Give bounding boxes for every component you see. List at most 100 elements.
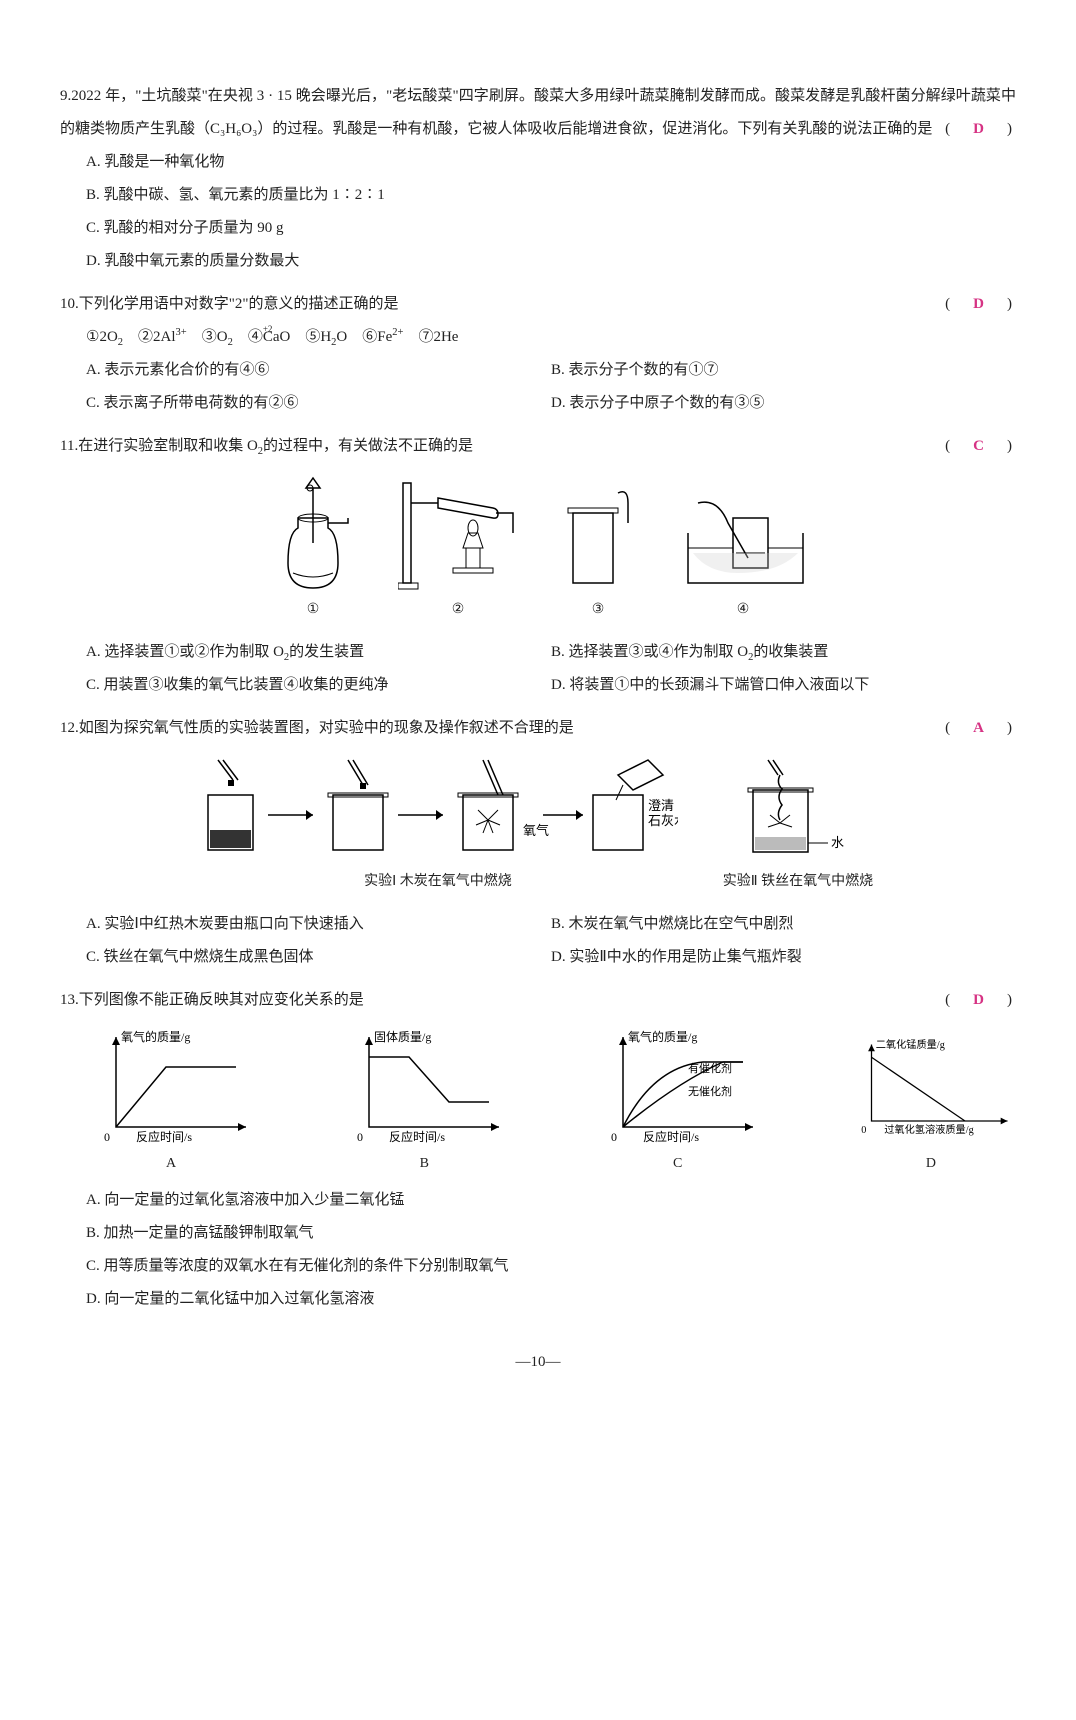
apparatus-heating-tube-icon: [398, 473, 518, 593]
experiment-2-diagram-icon: 水: [718, 755, 878, 865]
chart-a-letter: A: [86, 1149, 256, 1180]
q11-stem: 11.在进行实验室制取和收集 O2的过程中，有关做法不正确的是 C: [60, 430, 1016, 463]
svg-text:过氧化氢溶液质量/g: 过氧化氢溶液质量/g: [884, 1123, 973, 1136]
q13-charts: 氧气的质量/g 0 反应时间/s A 固体质量/g 0 反应时间/s B: [86, 1027, 1016, 1180]
question-9: 9.2022 年，"土坑酸菜"在央视 3 · 15 晚会曝光后，"老坛酸菜"四字…: [60, 80, 1016, 278]
svg-text:固体质量/g: 固体质量/g: [374, 1030, 431, 1044]
q13-text: 下列图像不能正确反映其对应变化关系的是: [79, 992, 364, 1008]
q12-answer: A: [945, 712, 1016, 745]
q10-text: 下列化学用语中对数字"2"的意义的描述正确的是: [79, 296, 399, 312]
apparatus-water-trough-icon: [678, 473, 808, 593]
chart-b-letter: B: [339, 1149, 509, 1180]
chart-c-letter: C: [593, 1149, 763, 1180]
chart-a: 氧气的质量/g 0 反应时间/s A: [86, 1027, 256, 1180]
svg-text:反应时间/s: 反应时间/s: [389, 1129, 445, 1144]
chart-c: 有催化剂 无催化剂 氧气的质量/g 0 反应时间/s C: [593, 1027, 763, 1180]
q11-fig-3: ③: [558, 473, 638, 626]
svg-text:氧气的质量/g: 氧气的质量/g: [628, 1029, 697, 1044]
apparatus-gas-jar-icon: [558, 473, 638, 593]
experiment-1-diagram-icon: 氧气 澄清 石灰水: [198, 755, 678, 865]
q9-opt-d: D. 乳酸中氧元素的质量分数最大: [86, 245, 1016, 278]
svg-text:0: 0: [861, 1125, 866, 1136]
chart-b: 固体质量/g 0 反应时间/s B: [339, 1027, 509, 1180]
q10-opt-c: C. 表示离子所带电荷数的有②⑥: [86, 387, 551, 420]
q10-answer: D: [945, 288, 1016, 321]
q12-stem: 12.如图为探究氧气性质的实验装置图，对实验中的现象及操作叙述不合理的是 A: [60, 712, 1016, 745]
water-label: 水: [831, 835, 844, 850]
q9-opt-b: B. 乳酸中碳、氢、氧元素的质量比为 1∶2∶1: [86, 179, 1016, 212]
chart-a-svg: 氧气的质量/g 0 反应时间/s: [86, 1027, 256, 1147]
q11-opt-d: D. 将装置①中的长颈漏斗下端管口伸入液面以下: [551, 669, 1016, 702]
q9-stem: 9.2022 年，"土坑酸菜"在央视 3 · 15 晚会曝光后，"老坛酸菜"四字…: [60, 80, 1016, 146]
q12-opt-c: C. 铁丝在氧气中燃烧生成黑色固体: [86, 941, 551, 974]
q12-text: 如图为探究氧气性质的实验装置图，对实验中的现象及操作叙述不合理的是: [79, 720, 574, 736]
q11-answer: C: [945, 430, 1016, 463]
q13-opt-b: B. 加热一定量的高锰酸钾制取氧气: [86, 1217, 1016, 1250]
q10-items: ①2O2 ②2Al3+ ③O2 ④+2CaO ⑤H2O ⑥Fe2+ ⑦2He: [60, 321, 1016, 354]
q9-opt-a: A. 乳酸是一种氧化物: [86, 146, 1016, 179]
q13-answer: D: [945, 984, 1016, 1017]
chart-d-svg: 二氧化锰质量/g 0 过氧化氢溶液质量/g: [846, 1027, 1016, 1147]
svg-text:0: 0: [357, 1130, 363, 1144]
q11-fig-2: ②: [398, 473, 518, 626]
q12-figures: 氧气 澄清 石灰水 实验Ⅰ 木炭在氧气中燃烧: [60, 755, 1016, 898]
svg-text:有催化剂: 有催化剂: [688, 1061, 732, 1075]
q11-fig-4: ④: [678, 473, 808, 626]
q10-options: A. 表示元素化合价的有④⑥ B. 表示分子个数的有①⑦ C. 表示离子所带电荷…: [60, 354, 1016, 420]
q12-exp1-group: 氧气 澄清 石灰水 实验Ⅰ 木炭在氧气中燃烧: [198, 755, 678, 898]
q12-exp2-caption: 实验Ⅱ 铁丝在氧气中燃烧: [718, 867, 878, 898]
q10-number: 10.: [60, 296, 79, 312]
q11-number: 11.: [60, 438, 78, 454]
svg-text:二氧化锰质量/g: 二氧化锰质量/g: [876, 1038, 945, 1051]
chart-b-svg: 固体质量/g 0 反应时间/s: [339, 1027, 509, 1147]
question-12: 12.如图为探究氧气性质的实验装置图，对实验中的现象及操作叙述不合理的是 A: [60, 712, 1016, 974]
svg-text:0: 0: [104, 1130, 110, 1144]
q13-options: A. 向一定量的过氧化氢溶液中加入少量二氧化锰 B. 加热一定量的高锰酸钾制取氧…: [60, 1184, 1016, 1316]
page-number: —10—: [60, 1346, 1016, 1379]
lime-water-label: 澄清: [648, 798, 674, 813]
q10-opt-d: D. 表示分子中原子个数的有③⑤: [551, 387, 1016, 420]
question-11: 11.在进行实验室制取和收集 O2的过程中，有关做法不正确的是 C ①: [60, 430, 1016, 702]
q12-exp2-group: 水 实验Ⅱ 铁丝在氧气中燃烧: [718, 755, 878, 898]
q10-opt-b: B. 表示分子个数的有①⑦: [551, 354, 1016, 387]
oxygen-label: 氧气: [523, 823, 549, 838]
chart-d: 二氧化锰质量/g 0 过氧化氢溶液质量/g D: [846, 1027, 1016, 1180]
apparatus-flask-funnel-icon: [268, 473, 358, 593]
q10-opt-a: A. 表示元素化合价的有④⑥: [86, 354, 551, 387]
q13-opt-c: C. 用等质量等浓度的双氧水在有无催化剂的条件下分别制取氧气: [86, 1250, 1016, 1283]
q13-number: 13.: [60, 992, 79, 1008]
q11-fig2-label: ②: [398, 595, 518, 626]
q11-opt-c: C. 用装置③收集的氧气比装置④收集的更纯净: [86, 669, 551, 702]
q9-options: A. 乳酸是一种氧化物 B. 乳酸中碳、氢、氧元素的质量比为 1∶2∶1 C. …: [60, 146, 1016, 278]
q11-text: 在进行实验室制取和收集 O2的过程中，有关做法不正确的是: [78, 438, 473, 454]
svg-text:氧气的质量/g: 氧气的质量/g: [121, 1029, 190, 1044]
q13-opt-d: D. 向一定量的二氧化锰中加入过氧化氢溶液: [86, 1283, 1016, 1316]
q11-options: A. 选择装置①或②作为制取 O2的发生装置 B. 选择装置③或④作为制取 O2…: [60, 636, 1016, 702]
chart-d-letter: D: [846, 1149, 1016, 1180]
q12-opt-d: D. 实验Ⅱ中水的作用是防止集气瓶炸裂: [551, 941, 1016, 974]
svg-text:反应时间/s: 反应时间/s: [643, 1129, 699, 1144]
q9-opt-c: C. 乳酸的相对分子质量为 90 g: [86, 212, 1016, 245]
q12-opt-b: B. 木炭在氧气中燃烧比在空气中剧烈: [551, 908, 1016, 941]
q9-answer: D: [945, 113, 1016, 146]
q13-opt-a: A. 向一定量的过氧化氢溶液中加入少量二氧化锰: [86, 1184, 1016, 1217]
q11-fig1-label: ①: [268, 595, 358, 626]
q12-opt-a: A. 实验Ⅰ中红热木炭要由瓶口向下快速插入: [86, 908, 551, 941]
svg-text:0: 0: [611, 1130, 617, 1144]
q11-figures: ① ② ③: [60, 473, 1016, 626]
q12-exp1-caption: 实验Ⅰ 木炭在氧气中燃烧: [198, 867, 678, 898]
q9-number: 9.: [60, 88, 71, 104]
q13-stem: 13.下列图像不能正确反映其对应变化关系的是 D: [60, 984, 1016, 1017]
q12-options: A. 实验Ⅰ中红热木炭要由瓶口向下快速插入 B. 木炭在氧气中燃烧比在空气中剧烈…: [60, 908, 1016, 974]
q10-stem: 10.下列化学用语中对数字"2"的意义的描述正确的是 D: [60, 288, 1016, 321]
svg-text:无催化剂: 无催化剂: [688, 1084, 732, 1098]
q11-opt-a: A. 选择装置①或②作为制取 O2的发生装置: [86, 636, 551, 669]
svg-text:石灰水: 石灰水: [648, 813, 678, 828]
q11-fig4-label: ④: [678, 595, 808, 626]
q12-number: 12.: [60, 720, 79, 736]
chart-c-svg: 有催化剂 无催化剂 氧气的质量/g 0 反应时间/s: [593, 1027, 763, 1147]
q11-fig3-label: ③: [558, 595, 638, 626]
q11-fig-1: ①: [268, 473, 358, 626]
question-10: 10.下列化学用语中对数字"2"的意义的描述正确的是 D ①2O2 ②2Al3+…: [60, 288, 1016, 420]
q9-text: 2022 年，"土坑酸菜"在央视 3 · 15 晚会曝光后，"老坛酸菜"四字刷屏…: [60, 88, 1016, 137]
